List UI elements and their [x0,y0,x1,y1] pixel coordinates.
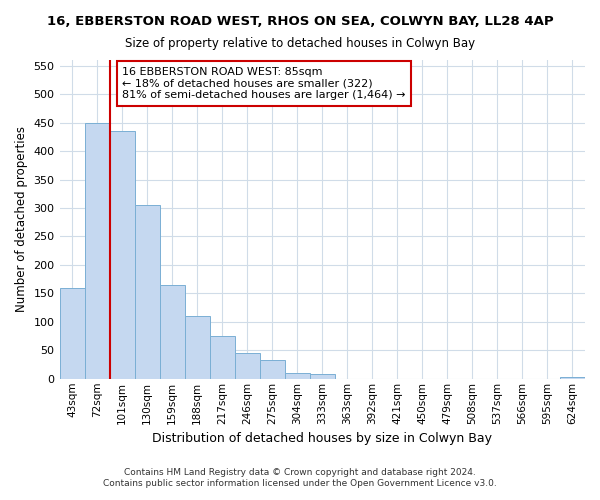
Bar [134,205,160,379]
Bar [310,374,335,379]
Text: 16, EBBERSTON ROAD WEST, RHOS ON SEA, COLWYN BAY, LL28 4AP: 16, EBBERSTON ROAD WEST, RHOS ON SEA, CO… [47,15,553,28]
Bar [110,131,134,379]
Text: 16 EBBERSTON ROAD WEST: 85sqm
← 18% of detached houses are smaller (322)
81% of : 16 EBBERSTON ROAD WEST: 85sqm ← 18% of d… [122,67,406,100]
Bar [285,373,310,379]
Text: Contains HM Land Registry data © Crown copyright and database right 2024.
Contai: Contains HM Land Registry data © Crown c… [103,468,497,487]
Bar [85,122,110,379]
Bar [235,353,260,379]
Bar [260,360,285,379]
Bar [160,285,185,379]
Bar [185,316,209,379]
X-axis label: Distribution of detached houses by size in Colwyn Bay: Distribution of detached houses by size … [152,432,492,445]
Bar [59,288,85,379]
Y-axis label: Number of detached properties: Number of detached properties [15,126,28,312]
Bar [560,377,585,379]
Bar [209,336,235,379]
Text: Size of property relative to detached houses in Colwyn Bay: Size of property relative to detached ho… [125,38,475,51]
